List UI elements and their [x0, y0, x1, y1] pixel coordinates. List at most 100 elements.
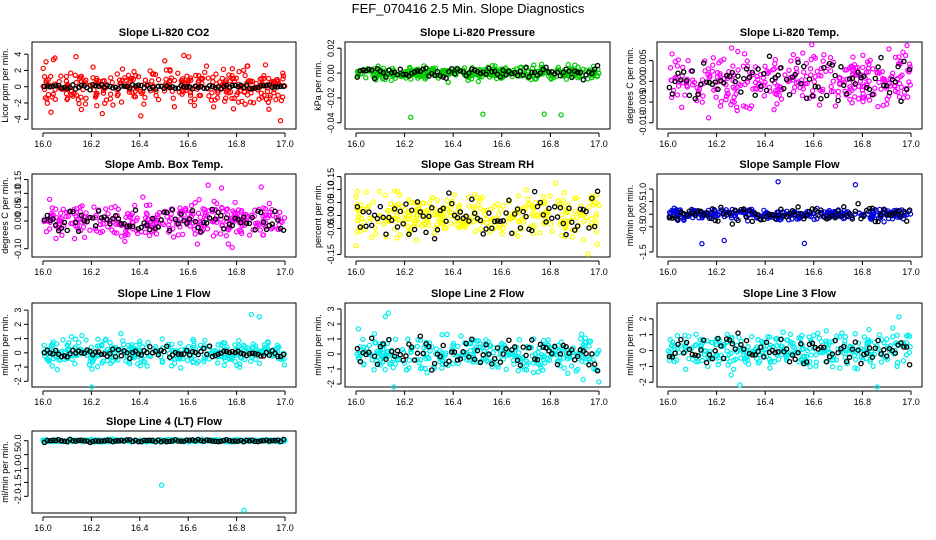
- reference-point: [749, 352, 756, 358]
- reference-point: [229, 82, 236, 89]
- reference-point: [360, 208, 366, 215]
- data-point: [102, 206, 109, 212]
- data-point: [578, 336, 584, 342]
- reference-point: [517, 225, 524, 231]
- reference-point: [841, 204, 847, 210]
- reference-point: [454, 357, 461, 363]
- reference-point: [92, 438, 99, 444]
- data-point: [110, 102, 116, 108]
- reference-point: [360, 67, 366, 74]
- data-point: [444, 197, 450, 204]
- reference-point: [775, 348, 781, 355]
- data-point: [794, 216, 800, 222]
- reference-point: [141, 437, 147, 444]
- data-point: [673, 357, 680, 363]
- data-point: [447, 209, 453, 215]
- reference-point: [715, 86, 721, 93]
- reference-point: [855, 200, 861, 207]
- x-tick-label: 16.8: [542, 267, 560, 277]
- data-point: [728, 350, 734, 356]
- reference-point: [841, 343, 847, 350]
- data-point: [724, 331, 731, 337]
- data-point: [875, 346, 882, 352]
- reference-point: [229, 438, 236, 444]
- outlier-point: [218, 185, 225, 191]
- data-point: [146, 232, 153, 239]
- reference-point: [514, 72, 521, 79]
- reference-point: [594, 368, 601, 374]
- y-tick-label: 4: [13, 52, 23, 57]
- reference-point: [457, 209, 464, 215]
- outlier-point: [552, 180, 559, 186]
- data-point: [40, 65, 46, 72]
- reference-point: [249, 437, 256, 443]
- reference-point: [486, 351, 492, 357]
- reference-point: [357, 224, 364, 230]
- reference-point: [666, 84, 673, 91]
- reference-point: [61, 84, 68, 91]
- data-point: [221, 98, 228, 104]
- reference-point: [569, 219, 575, 225]
- reference-point: [861, 212, 867, 219]
- reference-point: [563, 343, 569, 350]
- x-tick-label: 16.8: [228, 397, 246, 407]
- data-point: [266, 106, 272, 113]
- data-point: [483, 216, 490, 223]
- reference-point: [594, 62, 601, 69]
- reference-point: [672, 350, 678, 356]
- x-tick-label: 16.0: [347, 397, 365, 407]
- outlier-point: [721, 237, 727, 244]
- data-point: [458, 333, 464, 339]
- reference-point: [586, 225, 592, 231]
- reference-point: [400, 220, 406, 227]
- y-tick-label: -0.05: [326, 218, 336, 239]
- reference-point: [383, 231, 389, 237]
- reference-point: [386, 214, 392, 221]
- data-point: [852, 357, 859, 363]
- reference-point: [509, 347, 515, 353]
- panel-title: Slope Gas Stream RH: [421, 159, 534, 171]
- reference-point: [546, 205, 552, 212]
- reference-point: [766, 211, 773, 218]
- data-point: [44, 100, 51, 106]
- data-point: [869, 215, 875, 221]
- x-tick-label: 16.8: [228, 267, 246, 277]
- reference-point: [798, 210, 804, 217]
- data-point: [92, 225, 99, 232]
- data-point: [890, 70, 896, 77]
- data-point: [880, 209, 887, 215]
- data-point: [49, 363, 56, 369]
- data-point: [361, 344, 367, 350]
- data-point: [820, 58, 826, 64]
- reference-point: [397, 208, 404, 215]
- data-point: [865, 65, 872, 72]
- reference-point: [132, 207, 139, 213]
- data-point: [674, 63, 681, 69]
- data-point: [665, 348, 672, 354]
- data-point: [773, 343, 780, 349]
- y-tick-label: -2: [326, 380, 336, 388]
- reference-point: [752, 210, 758, 217]
- reference-point: [90, 438, 96, 445]
- data-point: [450, 342, 456, 349]
- data-point: [500, 225, 507, 232]
- reference-point: [232, 349, 238, 356]
- x-tick-label: 16.8: [854, 267, 872, 277]
- data-point: [436, 217, 442, 223]
- reference-point: [127, 223, 133, 229]
- data-point: [744, 58, 750, 64]
- reference-point: [215, 351, 221, 358]
- reference-point: [158, 217, 164, 223]
- data-point: [166, 218, 173, 224]
- data-point: [580, 376, 586, 383]
- reference-point: [477, 217, 484, 224]
- reference-point: [858, 360, 864, 367]
- data-point: [875, 103, 881, 110]
- reference-point: [872, 218, 879, 225]
- x-tick-label: 17.0: [902, 139, 920, 149]
- reference-point: [815, 212, 821, 218]
- outlier-point: [248, 311, 255, 318]
- data-point: [718, 98, 725, 105]
- data-point: [529, 211, 535, 217]
- y-tick-label: -0.010: [638, 110, 648, 136]
